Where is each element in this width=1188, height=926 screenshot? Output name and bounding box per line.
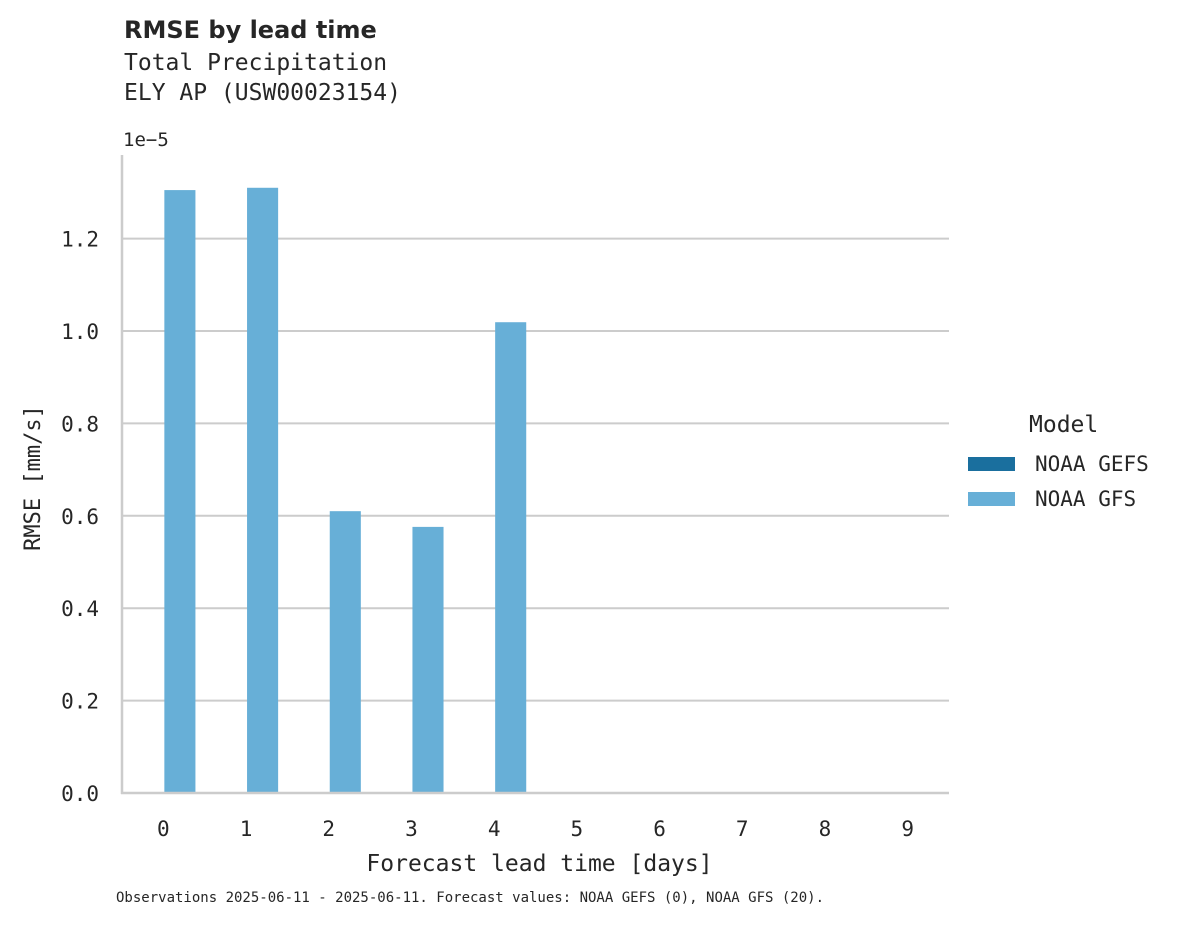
bar-noaa-gfs [412, 526, 444, 793]
x-tick-label: 5 [571, 817, 584, 841]
y-axis-scale-label: 1e−5 [123, 129, 169, 151]
y-axis-label: RMSE [mm/s] [21, 405, 46, 551]
bar-noaa-gfs [247, 187, 279, 793]
y-tick-label: 0.2 [61, 690, 99, 714]
legend-item-gfs: NOAA GFS [968, 487, 1136, 511]
chart-title: RMSE by lead time [124, 16, 377, 44]
x-tick-label: 8 [819, 817, 832, 841]
x-axis-label: Forecast lead time [days] [366, 851, 712, 877]
legend-label-gefs: NOAA GEFS [1035, 452, 1149, 476]
y-tick-label: 1.2 [61, 228, 99, 252]
x-tick-label: 0 [157, 817, 170, 841]
legend-title: Model [1029, 412, 1099, 438]
chart-subtitle-station: ELY AP (USW00023154) [124, 80, 401, 106]
bar-noaa-gfs [329, 511, 361, 793]
footer-note: Observations 2025-06-11 - 2025-06-11. Fo… [116, 890, 825, 906]
y-tick-label: 1.0 [61, 320, 99, 344]
x-tick-label: 3 [405, 817, 418, 841]
y-tick-label: 0.0 [61, 782, 99, 806]
bar-noaa-gfs [164, 190, 196, 794]
x-tick-label: 7 [736, 817, 749, 841]
y-tick-label: 0.4 [61, 597, 99, 621]
legend-label-gfs: NOAA GFS [1035, 487, 1137, 511]
x-tick-label: 9 [901, 817, 914, 841]
chart-subtitle-variable: Total Precipitation [124, 50, 388, 76]
y-tick-label: 0.8 [61, 412, 99, 436]
y-tick-label: 0.6 [61, 505, 99, 529]
legend-item-gefs: NOAA GEFS [968, 452, 1149, 476]
legend-swatch-gefs [968, 457, 1015, 471]
x-tick-label: 2 [322, 817, 335, 841]
bar-noaa-gfs [495, 322, 527, 793]
x-tick-label: 1 [240, 817, 253, 841]
legend-swatch-gfs [968, 492, 1015, 506]
x-tick-label: 4 [488, 817, 501, 841]
x-tick-label: 6 [653, 817, 666, 841]
